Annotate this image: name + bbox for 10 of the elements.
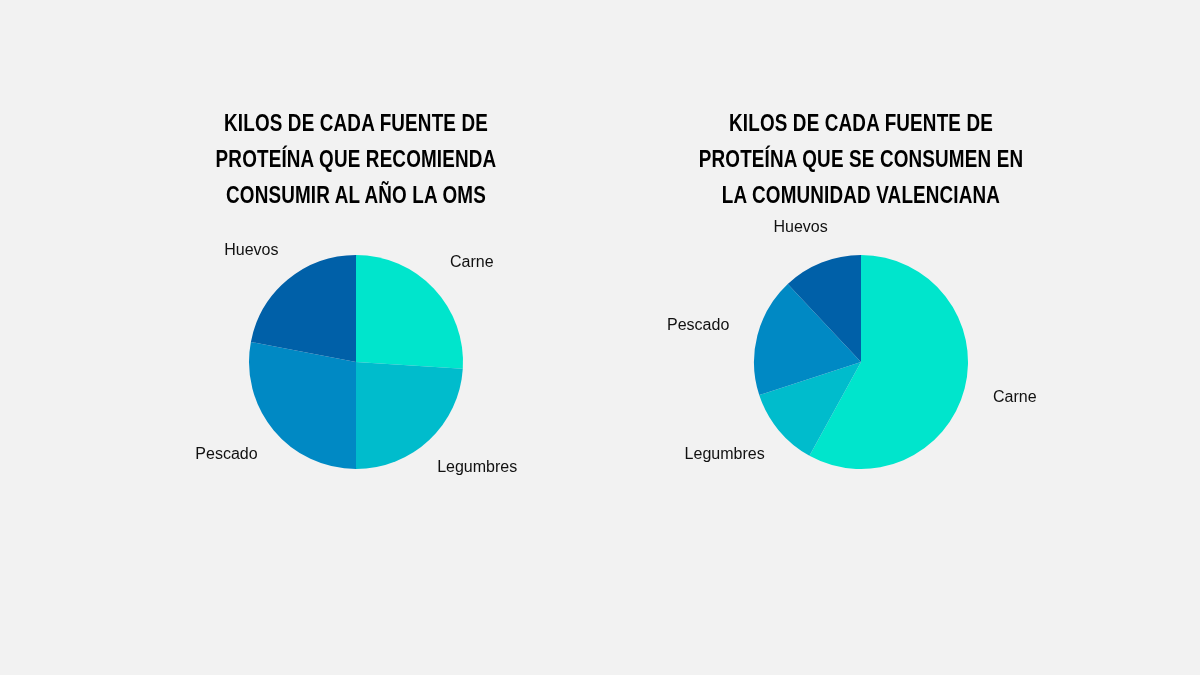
slice-label: Huevos: [224, 240, 279, 258]
chart-title: KILOS DE CADA FUENTE DE PROTEÍNA QUE RECOMIENDA CONSUMIR AL AÑO LA OMS: [214, 109, 498, 210]
slice-label: Carne: [993, 388, 1037, 406]
chart-title: KILOS DE CADA FUENTE DE PROTEÍNA QUE SE CONSUMEN EN LA COMUNIDAD VALENCIANA: [697, 109, 1025, 210]
slice-label: Legumbres: [684, 444, 765, 462]
slice-label: Pescado: [667, 316, 730, 334]
slice-label: Legumbres: [437, 458, 518, 476]
slice-label: Huevos: [773, 217, 828, 235]
slice-label: Carne: [449, 253, 494, 271]
slice-label: Pescado: [195, 444, 258, 462]
